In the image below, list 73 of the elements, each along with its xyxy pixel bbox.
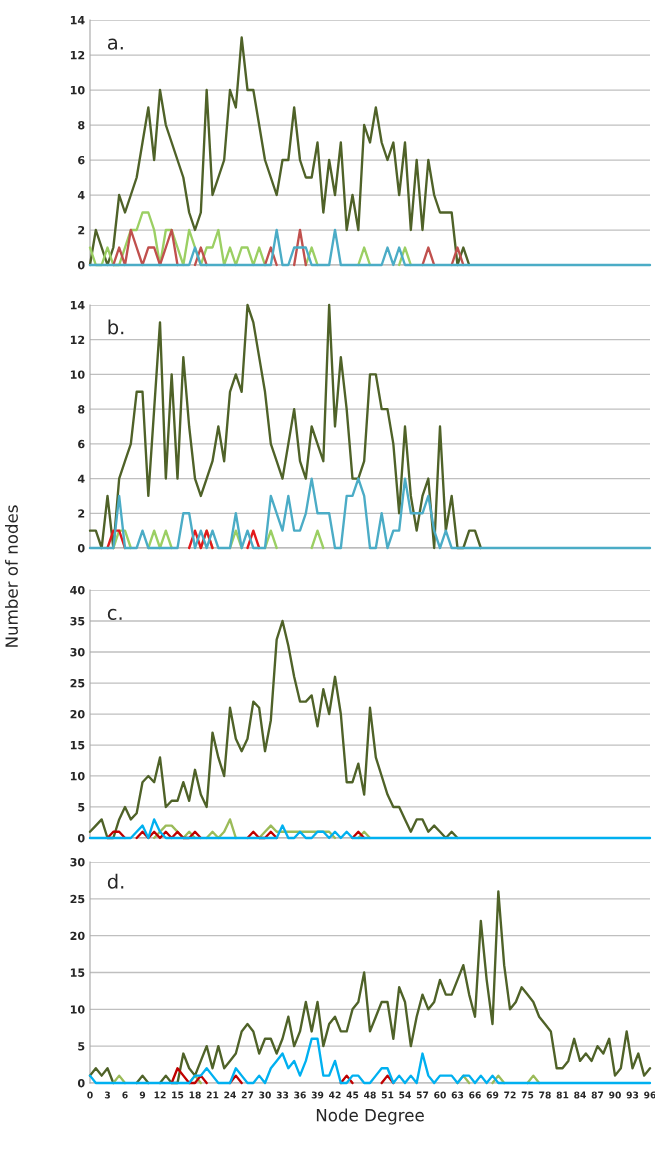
y-tick-label: 40 [70,585,85,595]
y-tick-label: 0 [77,833,85,843]
x-tick-label: 78 [539,1091,551,1099]
y-tick-label: 2 [78,509,85,518]
x-tick-label: 45 [346,1091,359,1099]
annotation: b. [108,319,124,335]
y-tick-label: 10 [70,771,85,781]
y-tick-label: 14 [70,301,85,310]
y-tick-label: 15 [70,968,85,977]
line-series [88,36,471,267]
y-tick-label: 20 [70,931,85,941]
y-axis-title: Number of nodes [5,505,18,647]
line-series [88,619,459,840]
x-tick-label: 84 [574,1091,586,1099]
x-tick-label: 66 [469,1091,481,1099]
y-tick-label: 10 [70,85,85,95]
y-tick-label: 10 [70,1005,85,1014]
x-tick-label: 18 [189,1091,201,1099]
y-tick-label: 10 [70,370,85,379]
x-tick-label: 90 [609,1091,621,1099]
y-tick-label: 4 [77,191,85,200]
x-tick-label: 81 [556,1091,569,1099]
x-tick-label: 93 [626,1091,639,1099]
x-tick-label: 33 [276,1091,289,1099]
x-tick-label: 60 [434,1091,446,1099]
y-tick-label: 12 [70,335,85,344]
x-tick-label: 48 [364,1091,376,1099]
y-tick-label: 25 [70,678,85,688]
y-tick-label: 35 [70,616,85,626]
y-tick-label: 8 [78,405,85,414]
annotation: a. [107,38,123,50]
y-tick-label: 14 [70,16,85,25]
x-tick-label: 75 [521,1091,534,1099]
y-tick-label: 30 [70,647,85,657]
x-tick-label: 0 [87,1091,93,1099]
x-tick-label: 72 [504,1091,516,1099]
x-tick-label: 87 [591,1091,604,1099]
x-tick-label: 69 [486,1091,499,1099]
x-tick-label: 54 [399,1091,411,1099]
x-tick-label: 57 [416,1091,429,1099]
x-tick-label: 30 [259,1091,271,1099]
y-tick-label: 30 [70,857,85,867]
x-tick-label: 24 [224,1091,236,1099]
x-tick-label: 21 [206,1091,219,1099]
x-tick-label: 15 [172,1091,184,1099]
y-tick-label: 5 [78,1042,85,1051]
x-tick-label: 9 [139,1091,146,1099]
y-tick-label: 20 [70,709,85,719]
y-tick-label: 2 [78,225,85,235]
x-tick-label: 39 [311,1091,324,1099]
x-tick-label: 96 [644,1091,655,1099]
x-tick-label: 51 [381,1091,394,1099]
x-tick-label: 36 [294,1091,306,1099]
y-tick-label: 12 [70,50,85,60]
x-tick-label: 12 [154,1091,166,1099]
y-tick-label: 4 [77,474,85,483]
x-tick-label: 6 [122,1091,128,1099]
y-tick-label: 5 [78,803,85,812]
x-tick-label: 63 [451,1091,464,1099]
y-tick-label: 6 [78,439,85,449]
y-tick-label: 6 [78,155,85,165]
y-tick-label: 8 [78,120,85,130]
y-tick-label: 0 [77,260,85,270]
annotation: d. [107,873,124,889]
y-tick-label: 0 [77,1078,85,1088]
x-axis-title: Node Degree [316,1108,424,1125]
x-tick-label: 27 [241,1091,254,1099]
y-tick-label: 0 [77,543,85,553]
y-tick-label: 15 [70,741,85,750]
x-tick-label: 3 [104,1091,110,1099]
y-tick-label: 25 [70,894,85,904]
x-tick-label: 42 [329,1091,341,1099]
annotation: c. [107,608,122,621]
